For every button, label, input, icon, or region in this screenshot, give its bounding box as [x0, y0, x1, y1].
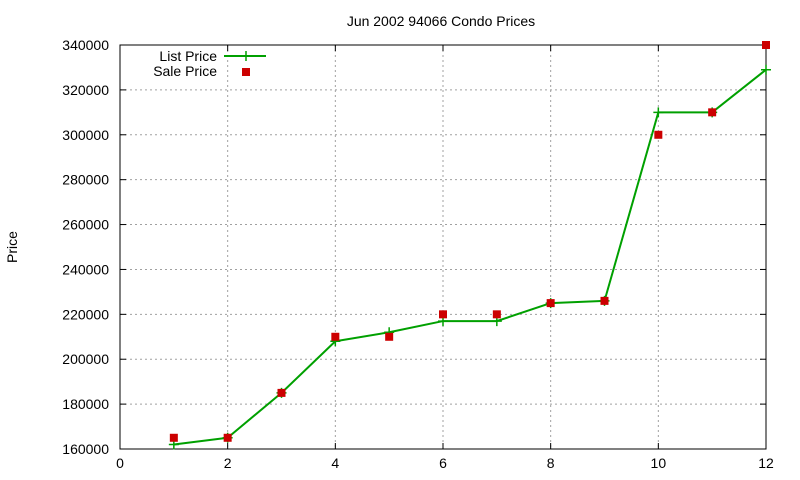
x-tick-label: 6 [439, 455, 447, 471]
series-line-list-price [173, 68, 767, 446]
point-sale-price [762, 41, 770, 49]
x-tick-label: 0 [116, 455, 124, 471]
point-list-price [761, 64, 771, 75]
y-tick-label: 260000 [62, 217, 109, 233]
legend: List Price Sale Price [153, 48, 266, 79]
y-tick-label: 280000 [62, 172, 109, 188]
chart-title: Jun 2002 94066 Condo Prices [347, 13, 535, 29]
y-tick-label: 180000 [62, 396, 109, 412]
x-tick-label: 12 [758, 455, 774, 471]
point-sale-price [277, 388, 286, 397]
point-list-price [653, 107, 664, 118]
point-sale-price [169, 433, 178, 442]
x-tick-label: 8 [547, 455, 555, 471]
x-tick-label: 10 [651, 455, 667, 471]
point-sale-price [708, 108, 717, 117]
point-sale-price [600, 296, 609, 305]
y-tick-label: 240000 [62, 261, 109, 277]
y-tick-label: 160000 [62, 441, 109, 457]
y-tick-label: 300000 [62, 127, 109, 143]
legend-marker-list-price [241, 51, 251, 61]
point-sale-price [331, 332, 340, 341]
point-sale-price [385, 332, 394, 341]
y-tick-label: 220000 [62, 306, 109, 322]
point-sale-price [546, 299, 555, 308]
y-tick-labels: 160000 180000 200000 220000 240000 260000 2800… [62, 37, 109, 457]
legend-label-list-price: List Price [159, 48, 217, 64]
point-sale-price [439, 310, 447, 319]
point-sale-price [492, 310, 501, 319]
legend-marker-sale-price [242, 68, 250, 76]
series [168, 41, 771, 450]
x-tick-label: 2 [224, 455, 232, 471]
y-tick-label: 200000 [62, 351, 109, 367]
x-tick-labels: 0 2 4 6 8 10 12 [116, 455, 774, 471]
point-sale-price [654, 130, 663, 139]
x-tick-label: 4 [331, 455, 339, 471]
y-axis-label: Price [4, 231, 20, 263]
point-sale-price [223, 433, 232, 442]
y-tick-label: 320000 [62, 82, 109, 98]
y-tick-label: 340000 [62, 37, 109, 53]
legend-label-sale-price: Sale Price [153, 63, 217, 79]
grid [120, 45, 766, 449]
